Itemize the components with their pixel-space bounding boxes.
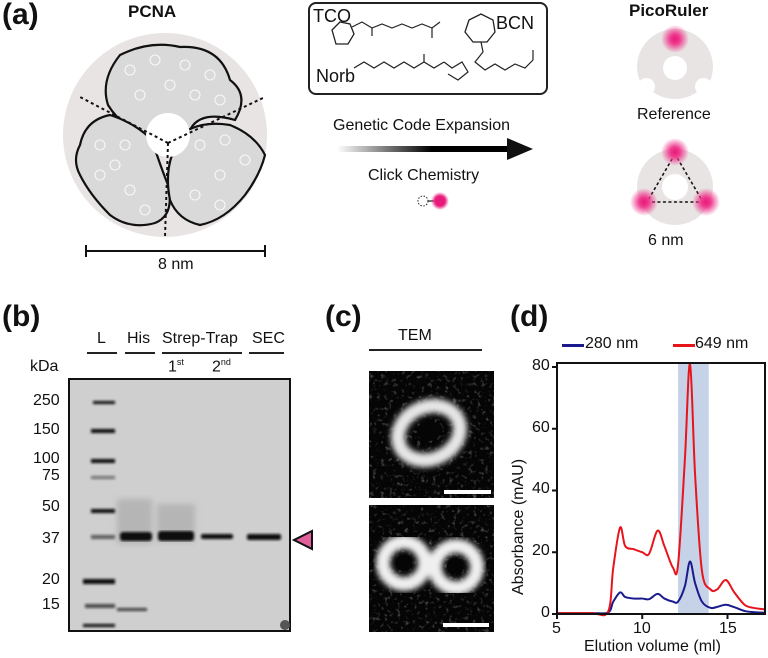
tem-title: TEM [398,327,432,344]
norb-label: Norb [316,66,356,86]
plot-frame [556,362,766,615]
tco-lysine-structure-icon [331,21,441,45]
lane-label-his: His [127,330,151,347]
genetic-code-expansion-label: Genetic Code Expansion [333,117,510,134]
x-tick-10: 10 [633,620,651,637]
lane-underline-sec [249,352,284,354]
picoruler-distance-label: 6 nm [648,232,684,249]
sds-page-gel-image [68,378,291,632]
tem-title-underline [369,349,482,351]
pcna-title: PCNA [128,2,177,21]
picoruler-title: PicoRuler [629,1,709,20]
norb-lysine-structure-icon [353,54,469,81]
picoruler-6nm-icon [630,138,720,225]
legend-label-649nm: 649 nm [695,335,749,352]
process-arrow-icon [337,138,533,160]
sublane-2nd: 2nd [212,357,231,376]
marker-37: 37 [42,530,60,547]
sublane-1st: 1st [168,357,184,376]
tem-image-single-ring [369,371,494,498]
pcna-scale-bar [85,245,266,257]
bcn-lysine-structure-icon [464,13,534,71]
marker-20: 20 [42,571,60,588]
y-tick-20: 20 [532,542,550,559]
x-tick-15: 15 [719,620,737,637]
series-line-280nm [556,560,766,615]
marker-75: 75 [42,467,60,484]
unnatural-amino-acid-box [308,2,548,95]
marker-50: 50 [42,498,60,515]
y-axis-label: Absorbance (mAU) [510,458,527,595]
bcn-label: BCN [496,13,535,33]
x-axis-label: Elution volume (ml) [584,638,721,655]
marker-250: 250 [33,392,60,409]
marker-150: 150 [33,421,60,438]
sec-chromatogram-chart [552,362,766,619]
legend-label-280nm: 280 nm [585,335,639,352]
panel-d-label: (d) [510,300,549,333]
y-tick-0: 0 [541,604,550,621]
target-band-arrow-icon [291,529,313,551]
marker-15: 15 [42,596,60,613]
picoruler-reference-icon [637,25,713,100]
legend-swatch-649nm [673,344,695,347]
series-line-649nm [556,362,766,617]
lane-underline-ladder [87,352,117,354]
fluorophore-click-icon [417,192,449,210]
marker-100: 100 [33,450,60,467]
pcna-structure-illustration [63,33,267,238]
reference-label: Reference [637,106,711,123]
kda-unit-label: kDa [30,358,59,375]
panel-a-label: (a) [2,0,39,31]
panel-b-label: (b) [2,300,41,333]
lane-label-sec: SEC [252,330,285,347]
lane-label-ladder: L [97,330,106,347]
pcna-scale-label: 8 nm [158,256,194,273]
x-tick-5: 5 [552,620,561,637]
y-tick-80: 80 [532,357,550,374]
lane-label-strep-trap: Strep-Trap [162,330,238,347]
y-tick-40: 40 [532,480,550,497]
tem-image-double-ring [369,505,494,632]
y-tick-60: 60 [532,419,550,436]
lane-underline-strep-trap [162,352,242,354]
tco-label: TCO [313,6,351,26]
click-chemistry-label: Click Chemistry [368,167,480,184]
lane-underline-his [125,352,155,354]
legend-swatch-280nm [562,344,584,347]
panel-c-label: (c) [325,300,362,333]
